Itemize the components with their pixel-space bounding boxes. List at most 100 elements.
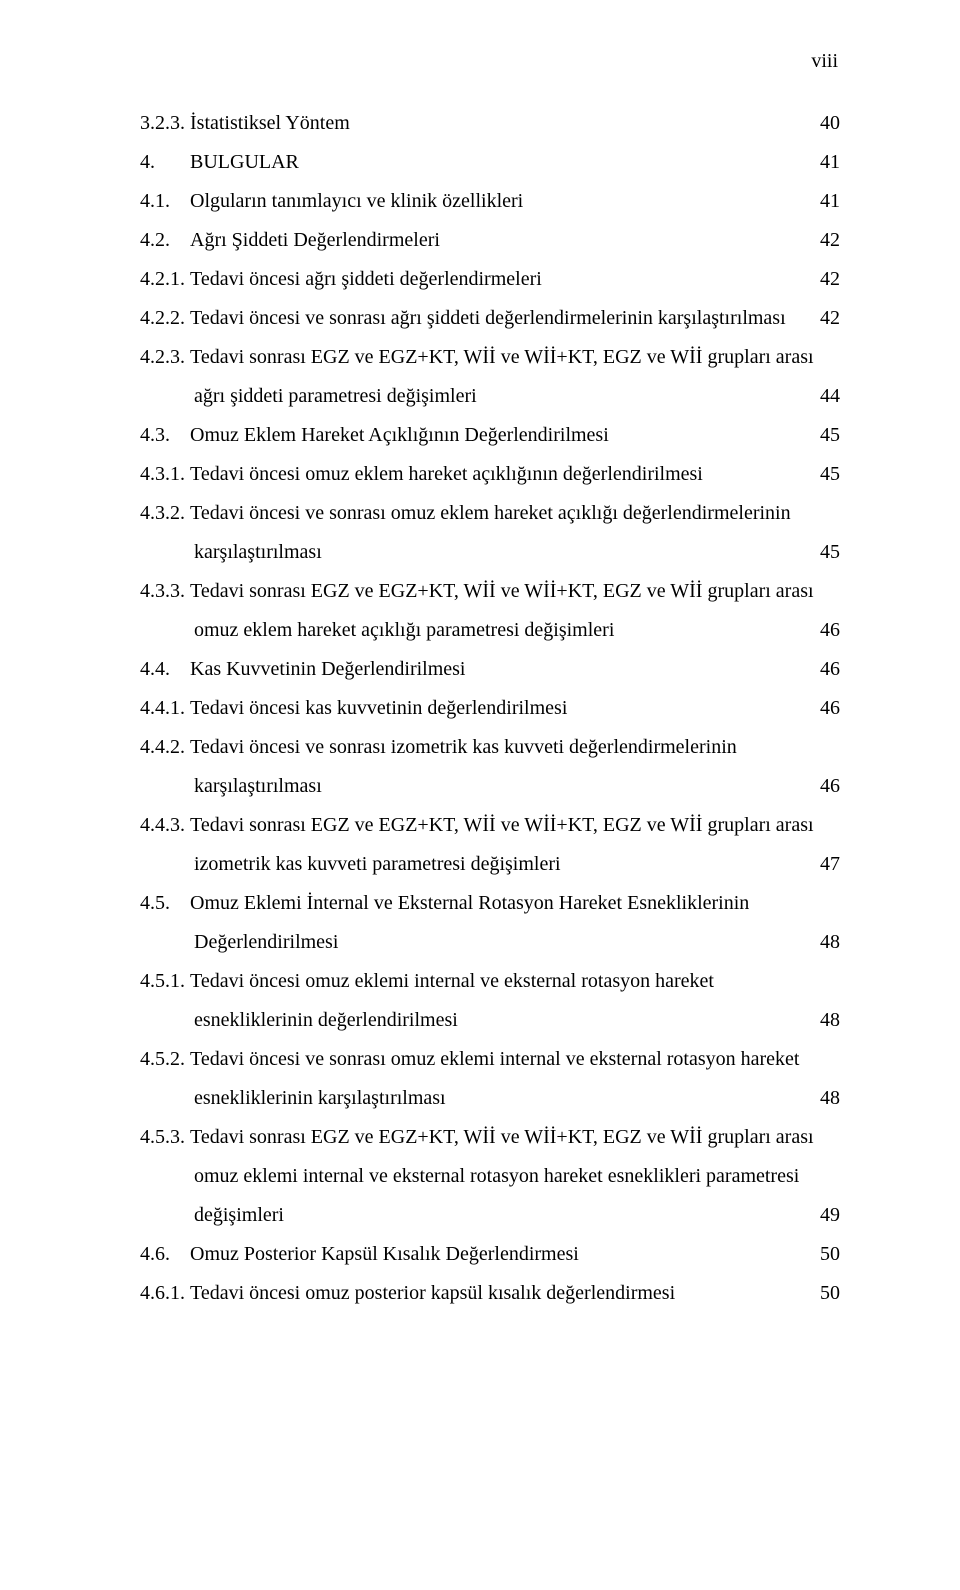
toc-page-number: 48 [814,923,840,962]
toc-page-number: 40 [814,104,840,143]
toc-entry: 4.4. Kas Kuvvetinin Değerlendirilmesi 46 [140,650,840,689]
toc-page-number: 45 [814,455,840,494]
toc-title: Omuz Eklem Hareket Açıklığının Değerlend… [190,416,711,455]
toc-title: omuz eklem hareket açıklığı parametresi … [194,611,714,650]
section-number: 4.3. [140,416,170,455]
section-number: 4.3.3. [140,572,185,611]
toc-page-number: 48 [814,1079,840,1118]
section-gap [155,143,190,182]
toc-title: Ağrı Şiddeti Değerlendirmeleri [190,221,627,260]
toc-title: izometrik kas kuvveti parametresi değişi… [194,845,687,884]
toc-page-number: 42 [814,221,840,260]
section-number: 4.3.2. [140,494,185,533]
section-number: 4.4.3. [140,806,185,845]
section-number: 3.2.3. [140,104,185,143]
section-number: 4.6.1. [140,1274,185,1313]
toc-title: değişimleri [194,1196,549,1235]
toc-title: ağrı şiddeti parametresi değişimleri [194,377,645,416]
section-gap [170,884,190,923]
toc-entry: 4.3.2. Tedavi öncesi ve sonrası omuz ekl… [140,494,840,572]
toc-title: omuz eklemi internal ve eksternal rotasy… [194,1157,840,1196]
toc-page-number: 46 [814,767,840,806]
toc-line: 4. BULGULAR 41 [140,143,840,182]
toc-line: 4.3.1. Tedavi öncesi omuz eklem hareket … [140,455,840,494]
toc-title: Tedavi öncesi ve sonrası omuz eklemi int… [190,1040,840,1079]
toc-title: Tedavi öncesi omuz eklem hareket açıklığ… [190,455,758,494]
section-number: 4.4. [140,650,170,689]
toc-entry: 4.2. Ağrı Şiddeti Değerlendirmeleri 42 [140,221,840,260]
toc-line: 4.5.2. Tedavi öncesi ve sonrası omuz ekl… [140,1040,840,1079]
toc-title: Kas Kuvvetinin Değerlendirilmesi [190,650,640,689]
toc-line: 4.2.3. Tedavi sonrası EGZ ve EGZ+KT, Wİİ… [140,338,840,377]
toc-title: Değerlendirilmesi [194,923,576,962]
toc-entry: 4.5.1. Tedavi öncesi omuz eklemi interna… [140,962,840,1040]
section-number: 4.5.3. [140,1118,185,1157]
section-number: 4.2.2. [140,299,185,338]
toc-entry: 4.3. Omuz Eklem Hareket Açıklığının Değe… [140,416,840,455]
toc-line: değişimleri 49 [140,1196,840,1235]
section-number: 4.3.1. [140,455,185,494]
toc-line: 4.4. Kas Kuvvetinin Değerlendirilmesi 46 [140,650,840,689]
toc-title: Tedavi sonrası EGZ ve EGZ+KT, Wİİ ve Wİİ… [190,806,840,845]
toc-title: İstatistiksel Yöntem [190,104,582,143]
toc-line: 4.3. Omuz Eklem Hareket Açıklığının Değe… [140,416,840,455]
section-number: 4.4.1. [140,689,185,728]
section-number: 4.2. [140,221,170,260]
toc-entry: 4.4.2. Tedavi öncesi ve sonrası izometri… [140,728,840,806]
toc-entry: 4.2.3. Tedavi sonrası EGZ ve EGZ+KT, Wİİ… [140,338,840,416]
toc-entry: 4.3.1. Tedavi öncesi omuz eklem hareket … [140,455,840,494]
table-of-contents: 3.2.3. İstatistiksel Yöntem404. BULGULAR… [140,104,840,1313]
toc-line: 4.4.1. Tedavi öncesi kas kuvvetinin değe… [140,689,840,728]
toc-title: Omuz Posterior Kapsül Kısalık Değerlendi… [190,1235,696,1274]
section-number: 4.5.2. [140,1040,185,1079]
toc-line: 4.3.2. Tedavi öncesi ve sonrası omuz ekl… [140,494,840,533]
toc-entry: 4.2.2. Tedavi öncesi ve sonrası ağrı şid… [140,299,840,338]
toc-page-number: 45 [814,416,840,455]
toc-page-number: 42 [814,260,840,299]
toc-entry: 4.5. Omuz Eklemi İnternal ve Eksternal R… [140,884,840,962]
toc-entry: 4.3.3. Tedavi sonrası EGZ ve EGZ+KT, Wİİ… [140,572,840,650]
toc-line: 4.6. Omuz Posterior Kapsül Kısalık Değer… [140,1235,840,1274]
toc-line: Değerlendirilmesi 48 [140,923,840,962]
toc-title: Tedavi öncesi ağrı şiddeti değerlendirme… [190,260,678,299]
toc-page-number: 46 [814,650,840,689]
section-gap [170,182,190,221]
toc-entry: 4.4.3. Tedavi sonrası EGZ ve EGZ+KT, Wİİ… [140,806,840,884]
toc-page-number: 50 [814,1274,840,1313]
toc-line: karşılaştırılması46 [140,767,840,806]
toc-title: Omuz Eklemi İnternal ve Eksternal Rotasy… [190,884,840,923]
toc-line: 4.4.2. Tedavi öncesi ve sonrası izometri… [140,728,840,767]
section-number: 4.4.2. [140,728,185,767]
toc-entry: 4.5.3. Tedavi sonrası EGZ ve EGZ+KT, Wİİ… [140,1118,840,1235]
toc-entry: 4.1. Olguların tanımlayıcı ve klinik öze… [140,182,840,221]
section-number: 4.5.1. [140,962,185,1001]
toc-line: ağrı şiddeti parametresi değişimleri44 [140,377,840,416]
section-number: 4.2.1. [140,260,185,299]
toc-page-number: 41 [814,143,840,182]
toc-title: Tedavi öncesi ve sonrası izometrik kas k… [190,728,840,767]
toc-page-number: 48 [814,1001,840,1040]
toc-page-number: 45 [814,533,840,572]
toc-title: esnekliklerinin değerlendirilmesi [194,1001,636,1040]
toc-page-number: 42 [814,299,840,338]
toc-line: 4.2.2. Tedavi öncesi ve sonrası ağrı şid… [140,299,840,338]
toc-title: BULGULAR [190,143,556,182]
toc-line: 4.6.1. Tedavi öncesi omuz posterior kaps… [140,1274,840,1313]
section-number: 4.2.3. [140,338,185,377]
toc-page-number: 49 [814,1196,840,1235]
toc-title: Olguların tanımlayıcı ve klinik özellikl… [190,182,669,221]
toc-line: omuz eklem hareket açıklığı parametresi … [140,611,840,650]
toc-entry: 3.2.3. İstatistiksel Yöntem 40 [140,104,840,143]
toc-title: esnekliklerinin karşılaştırılması [194,1079,630,1118]
toc-title: Tedavi öncesi ve sonrası ağrı şiddeti de… [190,299,800,338]
toc-page-number: 41 [814,182,840,221]
toc-title: Tedavi sonrası EGZ ve EGZ+KT, Wİİ ve Wİİ… [190,338,840,377]
toc-title: Tedavi sonrası EGZ ve EGZ+KT, Wİİ ve Wİİ… [190,572,840,611]
toc-title: Tedavi öncesi ve sonrası omuz eklem hare… [190,494,840,533]
toc-line: 4.3.3. Tedavi sonrası EGZ ve EGZ+KT, Wİİ… [140,572,840,611]
toc-page-number: 46 [814,689,840,728]
toc-page-number: 47 [814,845,840,884]
section-number: 4. [140,143,155,182]
section-number: 4.5. [140,884,170,923]
toc-line: izometrik kas kuvveti parametresi değişi… [140,845,840,884]
